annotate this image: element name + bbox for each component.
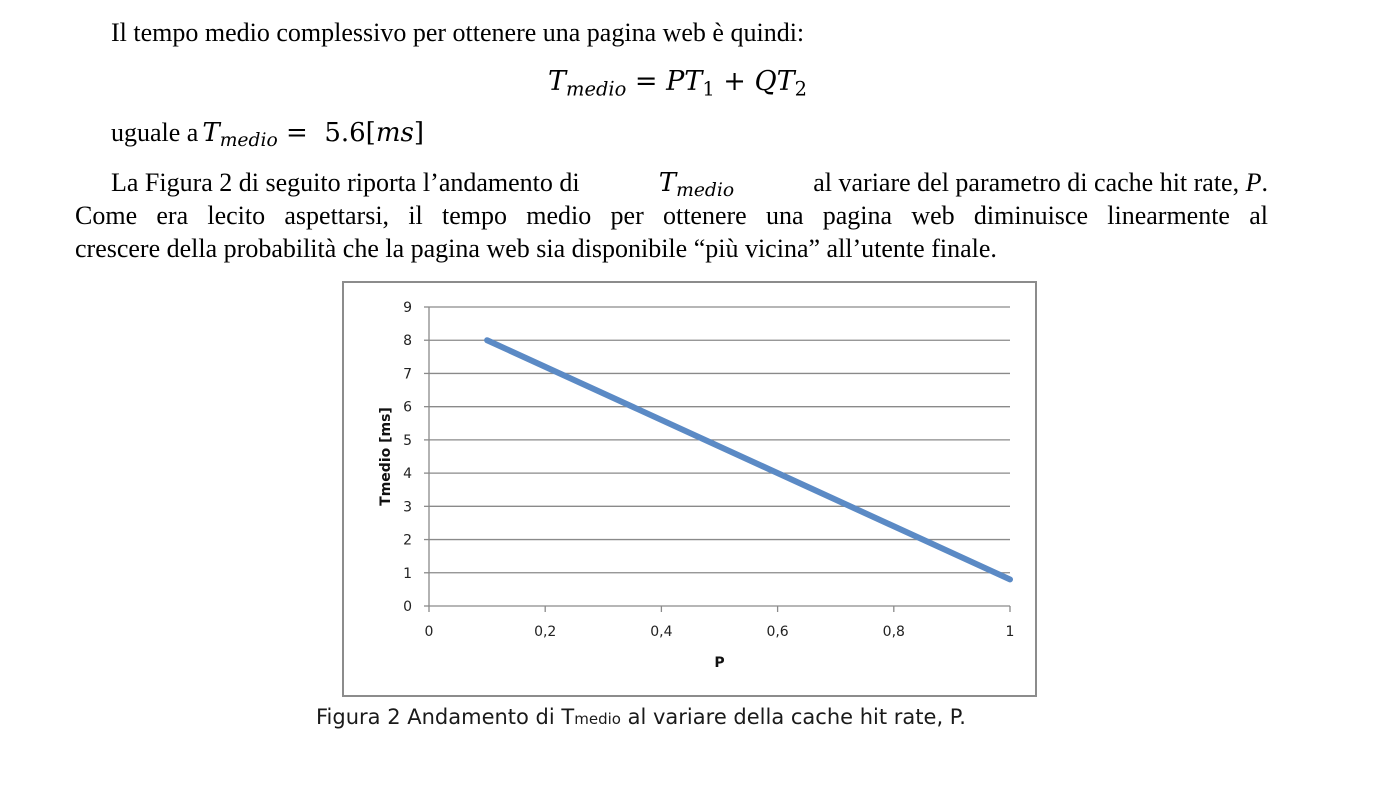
caption-before: Figura 2 Andamento di T xyxy=(316,705,575,729)
result-var: T xyxy=(202,118,220,148)
y-tick-label-6: 6 xyxy=(403,400,412,416)
para-line-2: Come era lecito aspettarsi, il tempo med… xyxy=(75,201,1268,230)
para-l1-var-sub: medio xyxy=(676,180,735,202)
line-chart: 0 1 2 3 4 5 6 7 8 9 0 0,2 0,4 0,6 0,8 1 P Tmedio [ms] xyxy=(378,300,1015,671)
formula-plus: + xyxy=(723,66,746,97)
para-l1-after: al variare del parametro di cache hit ra… xyxy=(813,168,1240,197)
x-tick-label-1: 0,2 xyxy=(534,624,556,640)
formula-lhs: T xyxy=(548,66,567,97)
formula-lhs-sub: medio xyxy=(566,77,627,101)
formula-term2: QT xyxy=(754,66,795,97)
x-tick-label-5: 1 xyxy=(1006,624,1015,640)
series-line-0 xyxy=(484,337,1013,583)
formula-equals: = xyxy=(634,66,658,97)
x-tick-label-4: 0,8 xyxy=(883,624,905,640)
para-l1-p: P xyxy=(1245,168,1262,197)
para-line-1: La Figura 2 di seguito riporta l’andamen… xyxy=(111,166,1268,208)
x-axis-label: P xyxy=(714,655,724,671)
y-tick-label-9: 9 xyxy=(403,300,412,316)
caption-after: al variare della cache hit rate, P. xyxy=(620,705,966,729)
intro-text: Il tempo medio complessivo per ottenere … xyxy=(111,18,805,47)
para-l1-end: . xyxy=(1261,168,1269,197)
caption-sub: medio xyxy=(574,710,621,728)
para-line-3: crescere della probabilità che la pagina… xyxy=(75,234,997,263)
y-tick-label-7: 7 xyxy=(403,366,412,382)
formula-term1: PT xyxy=(666,66,703,97)
y-tick-label-5: 5 xyxy=(403,433,412,449)
result-value: 5.6 xyxy=(324,118,366,148)
formula-term2-sub: 2 xyxy=(794,77,808,101)
formula-term1-sub: 1 xyxy=(702,77,715,101)
result-bracket-open: [ xyxy=(365,118,376,148)
y-tick-label-8: 8 xyxy=(403,333,412,349)
result-unit: ms xyxy=(375,118,414,148)
y-tick-label-2: 2 xyxy=(403,533,412,549)
para-l1-before: La Figura 2 di seguito riporta l’andamen… xyxy=(111,168,580,197)
result-bracket-close: ] xyxy=(413,118,424,148)
y-tick-label-4: 4 xyxy=(403,466,412,482)
formula: Tmedio = PT1 + QT2 xyxy=(548,64,807,107)
result-var-sub: medio xyxy=(219,130,278,152)
x-tick-label-0: 0 xyxy=(425,624,434,640)
figure-caption: Figura 2 Andamento di Tmedio al variare … xyxy=(316,705,966,729)
y-axis-label: Tmedio [ms] xyxy=(378,407,394,506)
x-tick-label-2: 0,4 xyxy=(650,624,672,640)
x-tick-label-3: 0,6 xyxy=(766,624,788,640)
para-l1-var: T xyxy=(658,168,677,198)
result-prefix: uguale a xyxy=(111,118,199,147)
result-equals: = xyxy=(285,118,308,148)
y-tick-label-1: 1 xyxy=(403,566,412,582)
chart-frame: 0 1 2 3 4 5 6 7 8 9 0 0,2 0,4 0,6 0,8 1 P Tmedio [ms] xyxy=(342,281,1037,697)
y-tick-label-0: 0 xyxy=(403,599,412,615)
result-line: uguale a Tmedio = 5.6[ms] xyxy=(111,116,424,151)
y-tick-label-3: 3 xyxy=(403,499,412,515)
